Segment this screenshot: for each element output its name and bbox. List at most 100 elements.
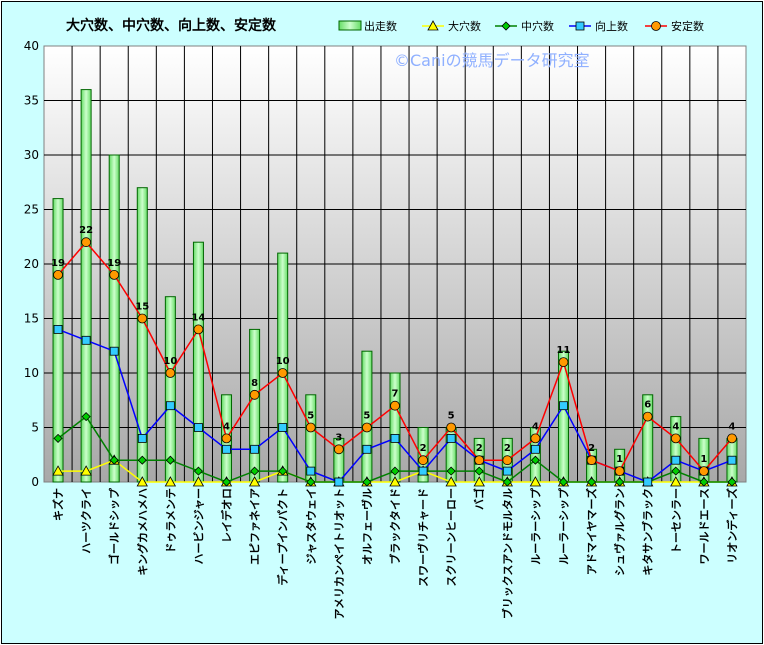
point-series-2-7 <box>250 444 260 454</box>
legend-marker-4 <box>651 21 661 31</box>
x-tick-label: ルーラーシップ <box>528 487 542 565</box>
point-series-3-7 <box>249 389 260 400</box>
x-tick-label: アメリカンペイトリオット <box>333 488 346 619</box>
bar-series <box>52 89 738 483</box>
y-tick-label: 30 <box>24 148 39 162</box>
point-series-2-12 <box>390 433 400 443</box>
point-series-2-21 <box>643 477 653 487</box>
point-series-1-0 <box>53 433 63 443</box>
point-series-0-4 <box>164 476 177 487</box>
x-tick-label: ゴールドシップ <box>107 487 121 565</box>
y-tick-label: 35 <box>24 94 39 108</box>
watermark: ©Caniの競馬データ研究室 <box>394 51 590 70</box>
point-series-1-20 <box>615 477 625 487</box>
point-series-1-2 <box>109 455 119 465</box>
point-series-1-1 <box>81 412 91 422</box>
legend-marker-1 <box>427 20 439 31</box>
point-series-3-20 <box>614 466 625 477</box>
data-label-20: 1 <box>616 454 623 465</box>
point-series-2-8 <box>278 423 288 432</box>
point-series-0-3 <box>136 476 148 487</box>
point-series-3-14 <box>446 422 457 433</box>
point-series-2-4 <box>165 401 175 411</box>
point-series-3-0 <box>53 269 63 280</box>
x-tick-label: ハーツクライ <box>80 488 93 554</box>
y-tick-label: 0 <box>31 475 39 489</box>
bar-8 <box>277 252 289 483</box>
data-label-8: 10 <box>276 356 290 367</box>
data-label-9: 5 <box>307 411 314 422</box>
x-tick-label: スワーヴリチャード <box>416 488 430 587</box>
point-series-3-8 <box>277 368 288 378</box>
data-label-21: 6 <box>644 400 651 411</box>
point-series-0-12 <box>389 476 401 487</box>
point-series-3-4 <box>165 368 176 378</box>
x-tick-label: レイデオロ <box>220 488 234 543</box>
point-series-3-17 <box>530 433 541 444</box>
data-label-15: 2 <box>476 443 483 454</box>
chart-title: 大穴数、中穴数、向上数、安定数 <box>66 17 277 34</box>
x-tick-label: キタサンブラック <box>641 488 655 576</box>
point-series-3-12 <box>390 400 400 411</box>
point-series-2-1 <box>81 335 91 345</box>
point-series-3-1 <box>81 237 92 248</box>
point-series-3-16 <box>502 455 513 466</box>
grid-lines <box>44 46 746 482</box>
data-label-5: 14 <box>191 312 205 323</box>
data-label-12: 7 <box>392 389 399 400</box>
point-series-3-6 <box>221 433 232 444</box>
data-label-24: 4 <box>728 421 735 432</box>
point-series-2-14 <box>446 433 456 443</box>
data-label-4: 10 <box>163 356 177 367</box>
point-series-0-1 <box>80 465 92 476</box>
data-label-23: 1 <box>700 454 707 465</box>
legend-label-1: 大穴数 <box>448 19 481 33</box>
data-label-13: 2 <box>420 443 427 454</box>
x-tick-label: ワールドエース <box>698 488 711 564</box>
data-label-7: 8 <box>251 378 258 389</box>
x-tick-label: バゴ <box>472 488 486 510</box>
x-tick-label: ブラックタイド <box>388 488 402 565</box>
point-series-1-5 <box>193 466 204 476</box>
point-series-1-12 <box>390 466 400 476</box>
point-series-1-24 <box>727 477 737 487</box>
x-tick-label: キズナ <box>51 488 65 521</box>
point-series-0-22 <box>670 476 682 487</box>
point-series-2-18 <box>559 401 568 411</box>
point-series-2-24 <box>727 455 737 465</box>
point-series-1-16 <box>502 477 512 487</box>
point-series-2-9 <box>306 466 316 476</box>
data-label-6: 4 <box>223 421 230 432</box>
data-label-18: 11 <box>557 345 571 356</box>
point-series-3-19 <box>586 455 597 466</box>
point-series-2-16 <box>502 466 512 476</box>
bar-5 <box>192 241 204 483</box>
x-tick-label: キングカメハメハ <box>135 488 149 576</box>
point-series-2-6 <box>222 444 231 454</box>
point-series-3-11 <box>362 422 372 433</box>
x-tick-label: リオンディーズ <box>725 488 739 564</box>
legend-label-2: 中穴数 <box>521 19 554 33</box>
point-series-0-14 <box>445 476 457 487</box>
point-series-1-19 <box>586 477 597 487</box>
y-tick-label: 15 <box>24 312 39 326</box>
point-series-2-10 <box>334 477 344 487</box>
point-series-1-6 <box>221 477 232 487</box>
point-series-2-0 <box>53 324 63 334</box>
y-tick-label: 20 <box>24 257 39 271</box>
point-series-1-18 <box>558 477 569 487</box>
point-series-0-0 <box>52 465 64 476</box>
point-series-1-22 <box>671 466 681 476</box>
point-series-0-7 <box>248 476 261 487</box>
x-tick-label: トーセンラー <box>670 488 683 554</box>
y-tick-label: 5 <box>31 421 39 435</box>
x-tick-label: ハービンジャー <box>191 488 205 564</box>
data-label-11: 5 <box>363 411 370 422</box>
series-markers <box>52 237 738 487</box>
data-label-16: 2 <box>504 443 511 454</box>
x-tick-label: エピファネイア <box>249 488 262 565</box>
legend: 出走数 大穴数 中穴数 向上数 安定数 <box>338 19 704 33</box>
point-series-3-15 <box>474 455 485 466</box>
